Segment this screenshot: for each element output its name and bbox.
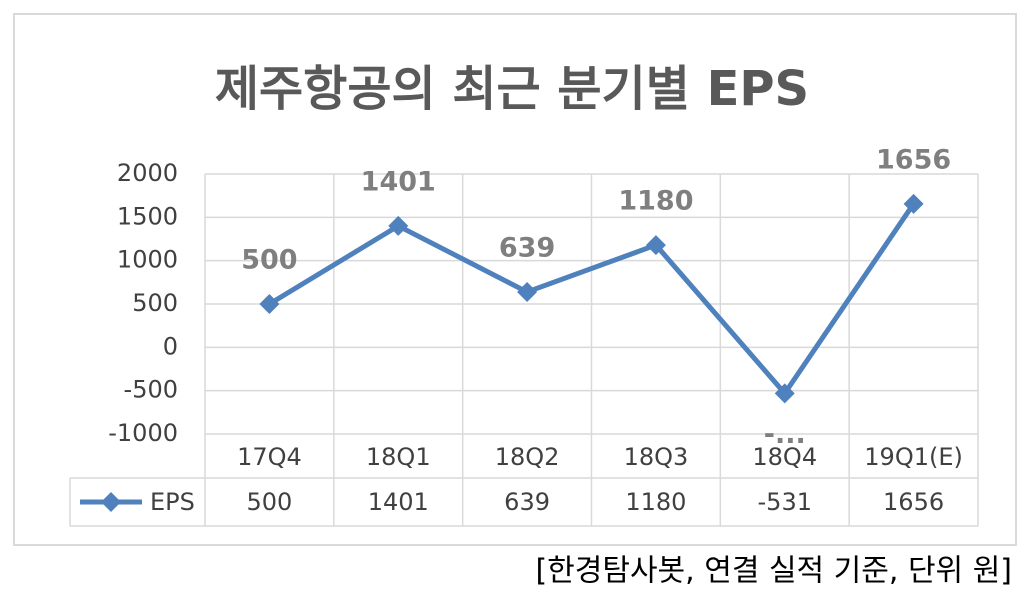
x-tick-label: 19Q1(E) [864,443,963,471]
y-tick-label: 1000 [117,246,178,274]
table-value: 500 [247,488,293,516]
legend-marker [101,492,121,512]
x-tick-label: 17Q4 [237,443,302,471]
y-tick-label: 1500 [117,202,178,230]
data-label: -... [764,419,806,450]
table-value: 1180 [625,488,686,516]
legend-label: EPS [150,488,195,516]
x-tick-label: 18Q4 [752,443,817,471]
data-label: 500 [241,245,297,276]
y-tick-label: 0 [163,332,178,360]
x-tick-label: 18Q1 [366,443,431,471]
y-tick-label: 2000 [117,159,178,187]
data-label: 639 [499,232,555,263]
marker [388,215,409,236]
source-note: [한경탐사봇, 연결 실적 기준, 단위 원] [535,554,1012,589]
data-label: 1656 [876,144,951,175]
y-tick-label: -1000 [108,419,178,447]
marker [645,235,666,256]
y-tick-label: 500 [132,289,178,317]
table-value: 1401 [368,488,429,516]
marker [903,193,924,214]
table-value: 639 [504,488,550,516]
chart-title: 제주항공의 최근 분기별 EPS [215,61,809,117]
marker [517,281,538,302]
marker [774,383,795,404]
x-tick-label: 18Q3 [624,443,689,471]
y-tick-label: -500 [124,376,178,404]
data-label: 1401 [361,166,436,197]
x-tick-label: 18Q2 [495,443,560,471]
series-line [268,202,916,396]
table-value: 1656 [883,488,944,516]
table-value: -531 [758,488,812,516]
marker [259,294,280,314]
data-label: 1180 [618,186,693,217]
